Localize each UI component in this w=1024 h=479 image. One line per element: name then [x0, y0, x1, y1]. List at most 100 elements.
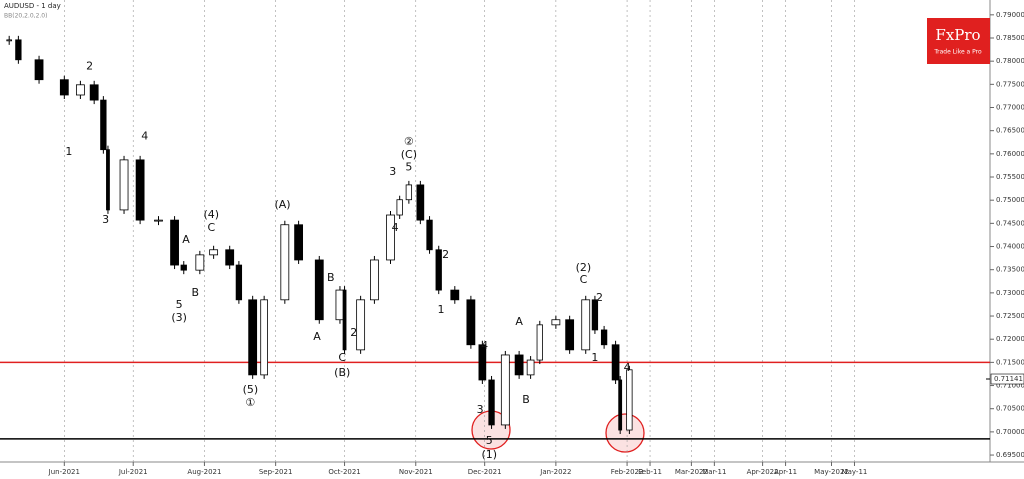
y-tick-label: 0.74500: [996, 219, 1024, 227]
wave-label: ②: [404, 135, 414, 148]
wave-label: C: [338, 351, 346, 364]
candle: [396, 199, 403, 216]
candle: [466, 299, 476, 346]
wave-label: 4: [624, 361, 631, 374]
candle: [225, 249, 235, 266]
x-tick-label: Mar-2022: [675, 468, 708, 476]
wave-label: ①: [245, 396, 255, 409]
wave-label: 2: [596, 291, 603, 304]
x-tick-label: Dec-2021: [468, 468, 502, 476]
wave-label: B: [522, 393, 530, 406]
y-tick-label: 0.75500: [996, 173, 1024, 181]
x-tick-label: Sep-2021: [259, 468, 293, 476]
candle: [106, 149, 110, 211]
candle: [248, 299, 258, 376]
candle: [405, 184, 413, 201]
candle: [119, 159, 129, 211]
brand-box: [927, 18, 990, 64]
candle: [551, 319, 561, 326]
wave-label: (3): [171, 311, 187, 324]
candle: [59, 79, 69, 96]
wave-label: 4: [141, 130, 148, 143]
y-tick-label: 0.79000: [996, 11, 1024, 19]
highlight-circle: [605, 413, 645, 453]
candle: [260, 299, 268, 376]
x-tick-label: Apr-2022: [747, 468, 779, 476]
x-tick-label: Jul-2021: [118, 468, 148, 476]
candle: [626, 369, 633, 431]
y-tick-label: 0.77500: [996, 80, 1024, 88]
x-tick-label: Feb-11: [638, 468, 662, 476]
y-tick-label: 0.75000: [996, 196, 1024, 204]
candle: [618, 379, 623, 431]
wave-label: B: [327, 271, 335, 284]
y-tick-label: 0.78500: [996, 34, 1024, 42]
candle: [426, 219, 433, 251]
wave-label: 3: [477, 403, 484, 416]
y-tick-label: 0.73500: [996, 266, 1024, 274]
y-tick-label: 0.78000: [996, 57, 1024, 65]
candle: [75, 84, 85, 96]
candle: [342, 289, 347, 351]
last-price-box: [990, 373, 1024, 385]
candle: [500, 354, 510, 426]
candle: [435, 249, 442, 291]
wave-label: C: [580, 273, 588, 286]
last-price-label: 0.71141: [994, 375, 1023, 383]
wave-label: (4): [204, 208, 220, 221]
candle: [34, 59, 44, 81]
y-tick-label: 0.72500: [996, 312, 1024, 320]
y-tick-label: 0.69500: [996, 451, 1024, 459]
y-tick-label: 0.73000: [996, 289, 1024, 297]
wave-label: A: [515, 315, 523, 328]
wave-label: 2: [86, 60, 93, 73]
wave-label: 1: [591, 351, 598, 364]
chart-subtitle: BB(20,2.0,2.0): [4, 13, 47, 20]
candle: [356, 299, 366, 351]
wave-label: 3: [389, 165, 396, 178]
candle: [170, 219, 179, 266]
wave-label: C: [207, 221, 215, 234]
candle: [100, 99, 107, 151]
candle: [195, 254, 205, 271]
candle: [235, 264, 243, 301]
x-tick-label: Oct-2021: [328, 468, 360, 476]
wave-label: 1: [438, 303, 445, 316]
brand-tagline: Trade Like a Pro: [933, 49, 982, 56]
wave-label: B: [191, 286, 199, 299]
y-tick-label: 0.70500: [996, 405, 1024, 413]
y-tick-label: 0.74000: [996, 243, 1024, 251]
candle: [565, 319, 575, 351]
candle: [591, 299, 599, 331]
candle: [89, 84, 99, 101]
candle: [6, 39, 12, 42]
candle: [294, 224, 304, 261]
wave-label: 5: [405, 161, 412, 174]
wave-label: (A): [274, 198, 290, 211]
y-tick-label: 0.77000: [996, 104, 1024, 112]
x-tick-label: May-2022: [814, 468, 849, 476]
candle: [386, 214, 395, 261]
candle: [416, 184, 425, 221]
wave-label: (1): [481, 448, 497, 461]
wave-label: 4: [481, 339, 488, 352]
y-tick-label: 0.72000: [996, 335, 1024, 343]
candle: [514, 354, 524, 376]
candle: [209, 249, 219, 256]
x-tick-label: Mar-11: [702, 468, 726, 476]
candle: [154, 219, 163, 222]
candle: [280, 224, 290, 301]
candle: [488, 379, 495, 426]
wave-label: (5): [243, 383, 259, 396]
wave-label: (B): [334, 366, 350, 379]
wave-label: A: [182, 233, 190, 246]
candle: [581, 299, 591, 351]
wave-label: 5: [486, 434, 493, 447]
candle: [611, 344, 620, 381]
brand-name: FxPro: [935, 26, 980, 44]
wave-label: A: [313, 330, 321, 343]
wave-label: 2: [442, 248, 449, 261]
wave-label: (C): [401, 148, 417, 161]
